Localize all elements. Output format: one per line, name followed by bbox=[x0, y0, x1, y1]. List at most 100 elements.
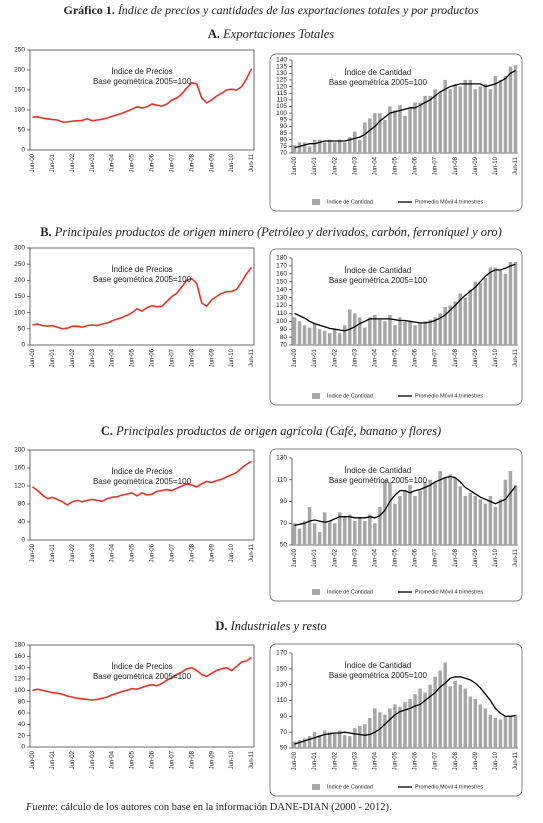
x-tick-label: Jun-11 bbox=[249, 348, 255, 367]
plot-frame bbox=[29, 644, 255, 748]
x-tick-label: Jun-00 bbox=[30, 750, 36, 769]
section-letter: B. bbox=[40, 225, 51, 239]
x-tick-label: Jun-01 bbox=[50, 750, 56, 769]
bar bbox=[312, 323, 317, 345]
bar bbox=[488, 267, 493, 345]
bar bbox=[292, 523, 297, 545]
x-tick-label: Jun-04 bbox=[372, 156, 378, 175]
y-tick-label: 80 bbox=[280, 136, 288, 143]
moving-average-line bbox=[294, 263, 516, 332]
bar bbox=[332, 523, 337, 545]
x-tick-label: Jun-08 bbox=[453, 348, 459, 367]
bar bbox=[347, 309, 352, 345]
y-tick-label: 70 bbox=[280, 150, 288, 157]
legend-label: Índice de Cantidad bbox=[327, 588, 373, 595]
x-tick-label: Jun-02 bbox=[70, 750, 76, 769]
y-tick-label: 40 bbox=[18, 519, 26, 526]
bar bbox=[478, 86, 483, 153]
y-tick-label: 110 bbox=[277, 697, 288, 704]
x-tick-label: Jun-10 bbox=[229, 153, 235, 172]
x-tick-label: Jun-09 bbox=[473, 348, 479, 367]
bar bbox=[473, 89, 478, 153]
x-tick-label: Jun-10 bbox=[493, 751, 499, 770]
y-tick-label: 80 bbox=[280, 334, 288, 341]
bar bbox=[413, 694, 417, 748]
x-tick-label: Jun-03 bbox=[90, 543, 96, 562]
y-tick-label: 100 bbox=[276, 110, 287, 117]
bar bbox=[347, 137, 352, 153]
y-tick-label: 170 bbox=[276, 263, 287, 270]
bar bbox=[353, 521, 357, 545]
price-line bbox=[32, 460, 252, 506]
bar bbox=[292, 145, 297, 153]
x-tick-label: Jun-08 bbox=[189, 543, 195, 562]
section-title: Principales productos de origen minero (… bbox=[54, 225, 502, 239]
y-tick-label: 20 bbox=[18, 732, 26, 739]
source-note: Fuente: cálculo de los autores con base … bbox=[25, 802, 392, 813]
y-tick-label: 70 bbox=[280, 342, 288, 349]
x-tick-label: Jun-04 bbox=[372, 548, 378, 567]
x-tick-label: Jun-11 bbox=[513, 348, 519, 367]
y-tick-label: 50 bbox=[18, 127, 26, 134]
bar bbox=[513, 261, 518, 345]
x-tick-label: Jun-01 bbox=[312, 548, 318, 567]
y-tick-label: 70 bbox=[280, 520, 288, 527]
bar bbox=[513, 714, 518, 748]
bar bbox=[443, 307, 447, 345]
bar bbox=[302, 325, 307, 345]
bar bbox=[393, 325, 397, 345]
bar bbox=[453, 83, 457, 153]
y-tick-label: 90 bbox=[280, 498, 288, 505]
bar bbox=[413, 496, 417, 545]
x-tick-label: Jun-07 bbox=[433, 751, 439, 770]
bar bbox=[408, 321, 412, 345]
bar bbox=[368, 118, 372, 153]
x-tick-label: Jun-11 bbox=[249, 153, 255, 172]
legend-label: Índice de Cantidad bbox=[327, 392, 373, 399]
bar bbox=[423, 692, 427, 748]
x-tick-label: Jun-00 bbox=[30, 348, 36, 367]
section-heading: A. Exportaciones Totales bbox=[208, 27, 334, 41]
x-tick-label: Jun-00 bbox=[30, 543, 36, 562]
x-tick-label: Jun-05 bbox=[130, 543, 136, 562]
y-tick-label: 90 bbox=[280, 326, 288, 333]
bar bbox=[413, 325, 417, 345]
section-heading: C. Principales productos de origen agríc… bbox=[101, 424, 441, 438]
bar bbox=[498, 499, 503, 545]
section-title: Principales productos de origen agrícola… bbox=[115, 424, 441, 438]
chart-frame bbox=[269, 248, 523, 406]
bar bbox=[463, 297, 468, 345]
bar bbox=[373, 113, 377, 153]
bar bbox=[368, 317, 372, 345]
bar bbox=[403, 115, 407, 153]
bar bbox=[373, 314, 377, 345]
bar bbox=[297, 142, 302, 153]
bar bbox=[408, 698, 412, 748]
annotation: Índice de Cantidad bbox=[345, 466, 412, 475]
bar bbox=[297, 528, 302, 545]
bar bbox=[458, 86, 463, 153]
bar bbox=[413, 102, 417, 153]
x-tick-label: Jun-03 bbox=[352, 751, 358, 770]
bar bbox=[363, 724, 367, 748]
section-heading: D. Industriales y resto bbox=[215, 619, 326, 633]
bar bbox=[317, 139, 322, 153]
legend-label: Promedio Móvil 4 trimestres bbox=[415, 393, 483, 399]
bar bbox=[493, 717, 498, 748]
x-tick-label: Jun-07 bbox=[169, 750, 175, 769]
moving-average-line bbox=[294, 676, 516, 745]
bar bbox=[363, 122, 367, 153]
figure-title: Gráfico 1. Índice de precios y cantidade… bbox=[63, 3, 478, 17]
price-line bbox=[32, 68, 253, 123]
y-tick-label: 95 bbox=[280, 117, 288, 124]
x-tick-label: Jun-06 bbox=[413, 348, 419, 367]
legend-label: Promedio Móvil 4 trimestres bbox=[415, 589, 483, 595]
y-tick-label: 130 bbox=[276, 70, 287, 77]
bar bbox=[317, 531, 322, 545]
bar bbox=[322, 330, 327, 345]
bar bbox=[353, 313, 357, 345]
source-text: : cálculo de los autores con base en la … bbox=[55, 802, 391, 813]
x-tick-label: Jun-07 bbox=[169, 153, 175, 172]
x-tick-label: Jun-01 bbox=[50, 153, 56, 172]
bar bbox=[383, 479, 387, 545]
